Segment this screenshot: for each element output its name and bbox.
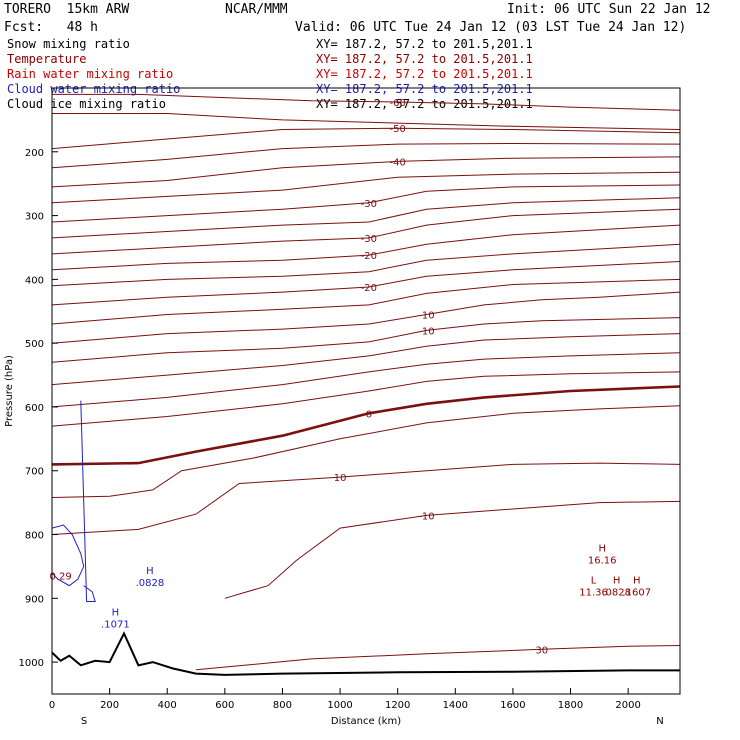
isotherm-line [51, 405, 681, 498]
isotherm-label: -60 [390, 98, 406, 109]
extremum-marker: H [613, 576, 621, 587]
cloud-water-contour [80, 400, 96, 602]
isotherm-line [195, 645, 681, 671]
surface-terrain [51, 631, 680, 676]
legend-temperature-xy: XY= 187.2, 57.2 to 201.5,201.1 [316, 52, 533, 66]
y-tick-label: 600 [25, 403, 44, 414]
valid-time: Valid: 06 UTC Tue 24 Jan 12 (03 LST Tue … [295, 20, 687, 35]
y-tick-label: 800 [25, 531, 44, 542]
terrain-line [51, 631, 680, 676]
x-tick-label: 2000 [615, 700, 640, 711]
extremum-value: .0828 [602, 588, 631, 599]
legend-snow: Snow mixing ratio [7, 37, 130, 51]
y-axis-label: Pressure (hPa) [4, 355, 15, 427]
legend-rain: Rain water mixing ratio [7, 67, 174, 81]
extremum-marker: H [598, 544, 606, 555]
extremum-value: .1607 [622, 588, 651, 599]
isotherm-line [51, 385, 681, 466]
extremum-value: .1071 [101, 619, 130, 630]
extremum-value: 0.29 [50, 572, 72, 583]
isotherm-line [51, 127, 681, 150]
x-tick-label: 1200 [385, 700, 410, 711]
isotherm-line [51, 278, 681, 325]
extremum-marker: H [146, 566, 154, 577]
isotherm-line [51, 208, 681, 255]
isotherm-label: -30 [361, 234, 377, 245]
isotherm-label: -40 [390, 157, 406, 168]
init-time: Init: 06 UTC Sun 22 Jan 12 [507, 2, 711, 17]
x-axis-right-end: N [656, 716, 663, 727]
isotherm-line [51, 371, 681, 427]
isotherm-label: -50 [390, 124, 406, 135]
isotherm-line [224, 500, 681, 599]
x-tick-label: 600 [215, 700, 234, 711]
extremum-value: .0828 [136, 578, 165, 589]
cloud-water-contour [51, 524, 85, 587]
x-tick-label: 200 [100, 700, 119, 711]
isotherm-line [51, 261, 681, 306]
x-tick-label: 800 [273, 700, 292, 711]
y-tick-label: 300 [25, 212, 44, 223]
isotherm-line [51, 171, 681, 204]
y-tick-label: 400 [25, 275, 44, 286]
y-tick-label: 700 [25, 467, 44, 478]
isotherm-line [51, 197, 681, 239]
extremum-value: 11.36 [579, 588, 608, 599]
plot-frame [51, 87, 681, 695]
legend-cloud-ice-xy: XY= 187.2, 57.2 to 201.5,201.1 [316, 97, 533, 111]
x-axis-left-end: S [81, 716, 87, 727]
legend-snow-xy: XY= 187.2, 57.2 to 201.5,201.1 [316, 37, 533, 51]
y-axis-ticks: 200 300 400 500 600 700 800 900 1000 [19, 148, 58, 669]
isotherm-label: -10 [418, 310, 434, 321]
legend-rain-xy: XY= 187.2, 57.2 to 201.5,201.1 [316, 67, 533, 81]
x-tick-label: 1400 [443, 700, 468, 711]
y-tick-label: 1000 [19, 658, 44, 669]
legend-cloud-water-xy: XY= 187.2, 57.2 to 201.5,201.1 [316, 82, 533, 96]
isotherm-line [51, 142, 681, 169]
center-name: NCAR/MMM [225, 2, 288, 17]
isotherm-line [51, 243, 681, 287]
isotherm-label: -20 [361, 283, 377, 294]
legend-cloud-ice: Cloud ice mixing ratio [7, 97, 166, 111]
isotherm-line [51, 333, 681, 386]
isotherm-line [52, 93, 681, 111]
isotherm-line [51, 462, 681, 535]
y-tick-label: 200 [25, 148, 44, 159]
legend-cloud-water: Cloud water mixing ratio [7, 82, 181, 96]
isotherm-label: -10 [418, 326, 434, 337]
isotherm-label: -10 [418, 511, 434, 522]
forecast-hour: Fcst: 48 h [4, 20, 98, 35]
isotherm-line [51, 291, 681, 344]
isotherm-line [51, 224, 681, 271]
x-tick-label: 1600 [500, 700, 525, 711]
model-title: TORERO 15km ARW [4, 2, 130, 17]
isotherm-label: -20 [361, 251, 377, 262]
x-tick-label: 1800 [558, 700, 583, 711]
isotherm-line [51, 184, 681, 223]
extremum-value: 16.16 [588, 556, 617, 567]
x-axis-ticks: 0 200 400 600 800 1000 1200 1400 1600 1800 2000 [49, 688, 641, 711]
legend-temperature: Temperature [7, 52, 87, 66]
extremum-marker: L [591, 576, 597, 587]
extremum-marker: H [633, 576, 641, 587]
x-tick-label: 0 [49, 700, 55, 711]
isotherm-line [52, 113, 681, 130]
x-axis-label: Distance (km) [331, 716, 401, 727]
isotherm-line [51, 352, 681, 408]
cloud-water-contours [51, 400, 96, 602]
x-tick-label: 400 [158, 700, 177, 711]
extremum-marker: H [112, 607, 120, 618]
x-tick-label: 1000 [327, 700, 352, 711]
isotherm-label: 10 [334, 473, 347, 484]
temperature-isotherms: -60 -50 -40 -30 -30 -20 -20 -10 -10 0 10 -10 30 [51, 93, 681, 671]
y-tick-label: 900 [25, 594, 44, 605]
isotherm-label: 30 [535, 645, 548, 656]
isotherm-line [51, 156, 681, 188]
y-tick-label: 500 [25, 339, 44, 350]
isotherm-label: -30 [361, 199, 377, 210]
isotherm-label: 0 [366, 409, 372, 420]
isotherm-line [51, 317, 681, 363]
